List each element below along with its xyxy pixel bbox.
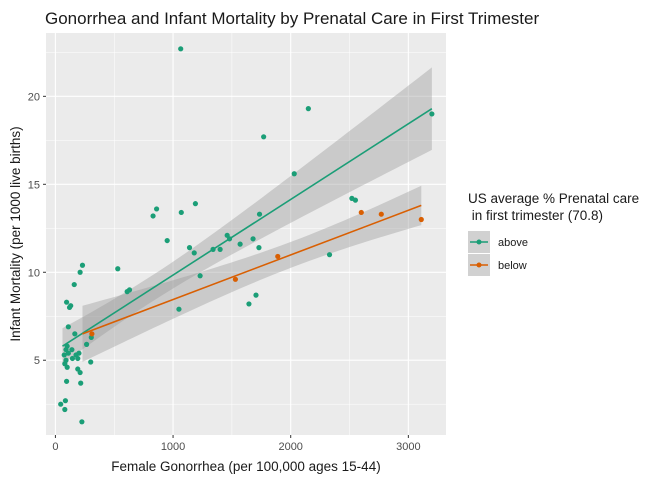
data-point-above <box>305 106 311 112</box>
data-point-above <box>153 206 160 212</box>
data-point-above <box>69 347 75 353</box>
x-tick-label: 2000 <box>278 441 302 453</box>
data-point-above <box>352 197 359 203</box>
confidence-ribbons <box>62 67 432 365</box>
data-point-above <box>291 171 297 177</box>
y-tick-label: 5 <box>34 355 40 367</box>
data-point-below <box>275 253 281 260</box>
data-points <box>58 46 435 425</box>
data-point-above <box>77 369 83 376</box>
data-point-above <box>253 292 259 298</box>
data-point-above <box>63 378 70 384</box>
data-point-above <box>186 245 193 251</box>
data-point-above <box>191 250 197 256</box>
data-point-above <box>65 350 71 356</box>
data-point-below <box>358 209 364 216</box>
legend-label-above: above <box>498 237 528 249</box>
data-point-above <box>64 364 70 370</box>
x-tick-label: 3000 <box>396 441 420 453</box>
legend: US average % Prenatal care in first trim… <box>468 191 639 276</box>
data-point-below <box>418 216 424 223</box>
fit-line-above <box>62 107 433 347</box>
data-point-above <box>76 350 82 356</box>
data-point-above <box>226 236 233 242</box>
data-point-above <box>250 236 256 242</box>
data-point-above <box>261 134 267 140</box>
data-point-above <box>69 355 76 362</box>
fit-lines <box>62 107 433 347</box>
y-tick-label: 10 <box>28 267 40 279</box>
data-point-above <box>246 301 252 307</box>
data-point-above <box>61 352 67 358</box>
data-point-above <box>164 237 170 244</box>
y-axis-title: Infant Mortality (per 1000 live births) <box>8 126 23 341</box>
data-point-above <box>217 246 223 252</box>
plot-panel <box>46 33 446 435</box>
data-point-above <box>58 401 64 407</box>
data-point-below <box>232 276 239 282</box>
data-point-above <box>176 306 182 312</box>
data-point-above <box>62 398 69 404</box>
legend-title-line-1: US average % Prenatal care <box>468 191 639 206</box>
data-point-above <box>197 273 203 279</box>
data-point-above <box>65 324 71 330</box>
data-point-above <box>78 380 84 386</box>
data-point-above <box>63 357 69 363</box>
data-point-below <box>378 211 384 217</box>
confidence-ribbon-below <box>82 185 422 362</box>
y-tick-label: 15 <box>28 179 40 191</box>
data-point-above <box>210 246 216 252</box>
data-point-above <box>126 287 133 293</box>
legend-key-below-point <box>476 262 482 268</box>
data-point-above <box>75 355 81 362</box>
data-point-above <box>63 299 70 305</box>
data-point-above <box>256 245 262 251</box>
data-point-above <box>64 343 70 349</box>
x-tick-label: 1000 <box>161 441 185 453</box>
data-point-below <box>89 331 95 337</box>
data-point-above <box>237 241 243 247</box>
data-point-above <box>178 46 184 52</box>
data-point-above <box>178 209 184 216</box>
fit-line-below <box>82 204 422 335</box>
legend-label-below: below <box>498 260 527 272</box>
legend-key-above-point <box>476 239 482 245</box>
data-point-above <box>79 262 86 268</box>
data-point-above <box>68 303 74 309</box>
y-axis-ticks: 5 10 15 20 <box>28 91 46 367</box>
x-axis-title: Female Gonorrhea (per 100,000 ages 15-44… <box>111 459 380 474</box>
data-point-above <box>62 406 68 413</box>
data-point-above <box>326 252 333 258</box>
data-point-above <box>79 419 85 425</box>
x-axis-ticks: 0 1000 2000 3000 <box>52 435 421 453</box>
data-point-above <box>429 111 435 117</box>
data-point-above <box>77 269 83 275</box>
chart-title: Gonorrhea and Infant Mortality by Prenat… <box>45 9 539 28</box>
data-point-above <box>150 213 156 219</box>
data-point-above <box>72 331 78 337</box>
data-point-above <box>115 266 121 272</box>
data-point-above <box>71 281 77 288</box>
data-point-above <box>192 201 199 207</box>
data-point-above <box>256 211 263 217</box>
data-point-above <box>83 341 90 347</box>
y-tick-label: 20 <box>28 91 40 103</box>
legend-title-line-2: in first trimester (70.8) <box>468 208 603 223</box>
x-tick-label: 0 <box>52 441 58 453</box>
confidence-ribbon-above <box>62 67 432 365</box>
data-point-above <box>88 359 94 365</box>
